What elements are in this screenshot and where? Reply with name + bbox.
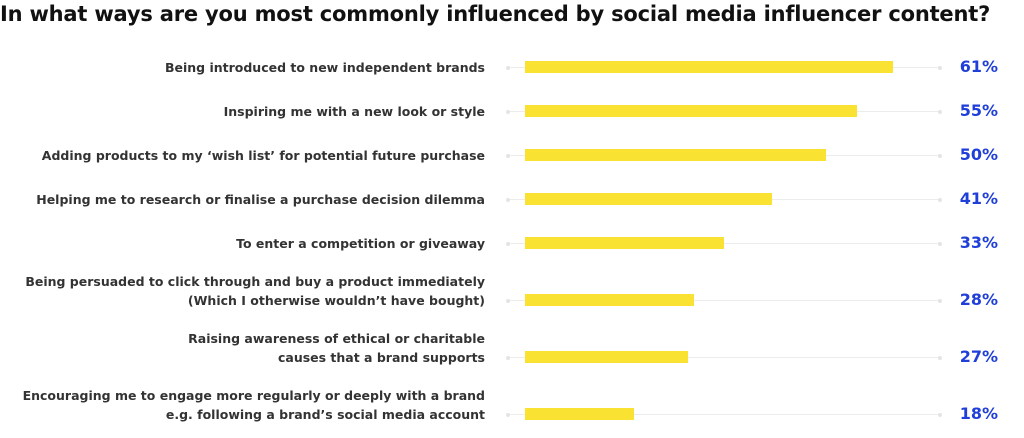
track-line — [508, 357, 940, 358]
category-label: Inspiring me with a new look or style — [223, 103, 485, 119]
track-dot — [938, 241, 942, 246]
bar — [525, 61, 893, 73]
track-dot — [938, 412, 942, 417]
category-label: Raising awareness of ethical or charitab… — [188, 330, 485, 365]
track-dot — [506, 109, 510, 114]
category-label: To enter a competition or giveaway — [236, 235, 485, 251]
category-label: Being introduced to new independent bran… — [164, 59, 485, 75]
track-line — [508, 300, 940, 301]
track-dot — [938, 109, 942, 114]
value-label: 55% — [959, 101, 998, 120]
bar — [525, 237, 724, 249]
track-dot — [506, 153, 510, 158]
bar — [525, 351, 688, 363]
track-dot — [506, 197, 510, 202]
track-dot — [938, 355, 942, 360]
category-label: Adding products to my ‘wish list’ for po… — [41, 147, 485, 163]
track-dot — [506, 412, 510, 417]
track-dot — [506, 65, 510, 70]
value-label: 33% — [959, 233, 998, 252]
value-label: 41% — [959, 189, 998, 208]
track-dot — [506, 241, 510, 246]
value-label: 28% — [959, 290, 998, 309]
value-label: 18% — [959, 404, 998, 423]
track-line — [508, 243, 940, 244]
track-dot — [506, 298, 510, 303]
category-label: Helping me to research or finalise a pur… — [36, 191, 485, 207]
track-dot — [506, 355, 510, 360]
track-dot — [938, 65, 942, 70]
track-dot — [938, 197, 942, 202]
bar — [525, 149, 827, 161]
track-dot — [938, 153, 942, 158]
bar — [525, 105, 857, 117]
bar — [525, 193, 773, 205]
value-label: 50% — [959, 145, 998, 164]
category-label: Encouraging me to engage more regularly … — [22, 387, 485, 422]
category-label: Being persuaded to click through and buy… — [25, 273, 485, 308]
track-line — [508, 414, 940, 415]
track-dot — [938, 298, 942, 303]
bar — [525, 294, 694, 306]
chart-title: In what ways are you most commonly influ… — [0, 2, 991, 26]
bar — [525, 408, 634, 420]
value-label: 27% — [959, 347, 998, 366]
value-label: 61% — [959, 57, 998, 76]
